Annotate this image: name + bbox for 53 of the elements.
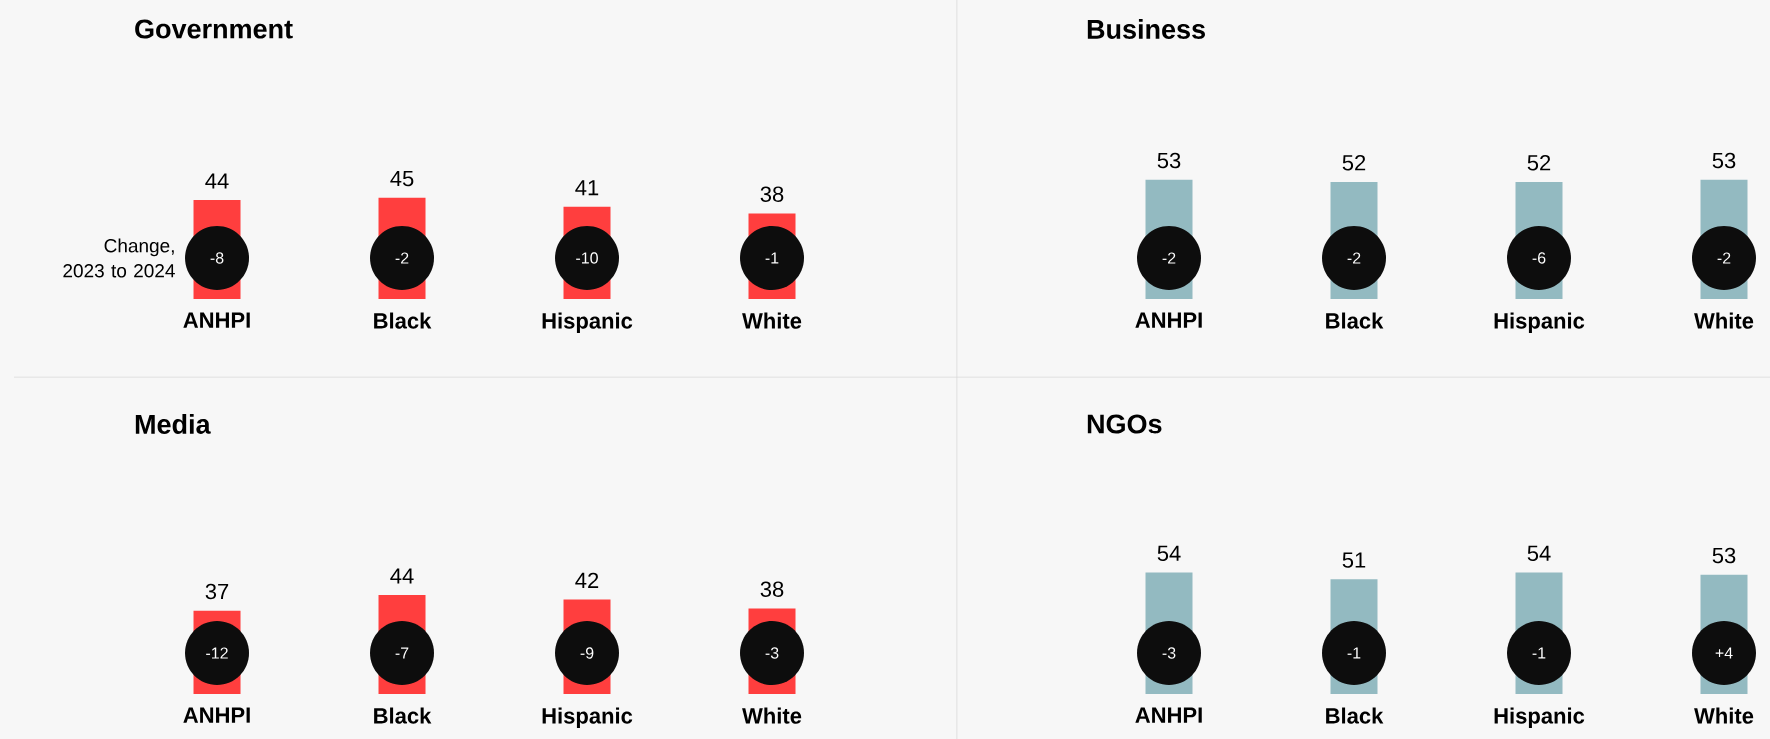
x-tick-label: Black <box>1326 707 1384 724</box>
x-tick-label: Hispanic <box>542 312 633 334</box>
annotation: -10 <box>576 252 598 264</box>
annotation: -2 <box>395 252 409 264</box>
x-tick-label: Black <box>1326 312 1384 329</box>
chart-title: NGOs <box>1087 414 1162 434</box>
x-tick-label: ANHPI <box>1135 707 1202 723</box>
x-tick-label: White <box>1694 707 1754 724</box>
data-label: 44 <box>205 173 229 189</box>
x-tick-label: White <box>742 707 802 724</box>
x-tick-label: ANHPI <box>183 707 250 723</box>
annotation: -6 <box>1532 252 1546 264</box>
annotation: -9 <box>580 647 594 659</box>
chart-title: Business <box>1087 19 1205 39</box>
data-label: 53 <box>1712 152 1736 169</box>
annotation: -1 <box>1347 647 1361 659</box>
annotation: -2 <box>1347 252 1361 264</box>
annotation: -3 <box>765 647 779 659</box>
x-tick-label: Black <box>374 312 432 329</box>
annotation: -2 <box>1162 252 1176 264</box>
data-label: 38 <box>760 581 784 598</box>
x-tick-label: Hispanic <box>1494 312 1585 334</box>
chart-title: Media <box>135 414 211 434</box>
data-label: 41 <box>575 180 599 196</box>
data-label: 51 <box>1342 552 1366 568</box>
annotation: -3 <box>1162 647 1176 659</box>
data-label: 45 <box>390 170 414 187</box>
data-label: 42 <box>575 572 599 589</box>
data-label: 53 <box>1157 152 1181 169</box>
annotation: -2 <box>1717 252 1731 264</box>
data-label: 44 <box>390 568 414 584</box>
data-label: 38 <box>760 186 784 203</box>
x-tick-label: Black <box>374 707 432 724</box>
data-label: 54 <box>1157 545 1181 562</box>
x-tick-label: Hispanic <box>1494 707 1585 729</box>
chart-title: Government <box>135 19 293 39</box>
annotation: -1 <box>1532 647 1546 659</box>
data-label: 53 <box>1712 547 1736 564</box>
annotation: -7 <box>395 647 409 659</box>
x-tick-label: White <box>1694 312 1754 329</box>
annotation: -8 <box>210 252 224 264</box>
annotation: -12 <box>206 647 228 659</box>
annotation: Change, 2023 to 2024 <box>63 238 175 278</box>
x-tick-label: Hispanic <box>542 707 633 729</box>
data-label: 52 <box>1342 154 1366 171</box>
data-label: 37 <box>205 583 229 600</box>
annotation: -1 <box>765 252 779 264</box>
annotation: +4 <box>1715 647 1733 659</box>
data-label: 52 <box>1527 154 1551 171</box>
data-label: 54 <box>1527 545 1551 562</box>
x-tick-label: ANHPI <box>1135 312 1202 328</box>
x-tick-label: ANHPI <box>183 312 250 328</box>
x-tick-label: White <box>742 312 802 329</box>
